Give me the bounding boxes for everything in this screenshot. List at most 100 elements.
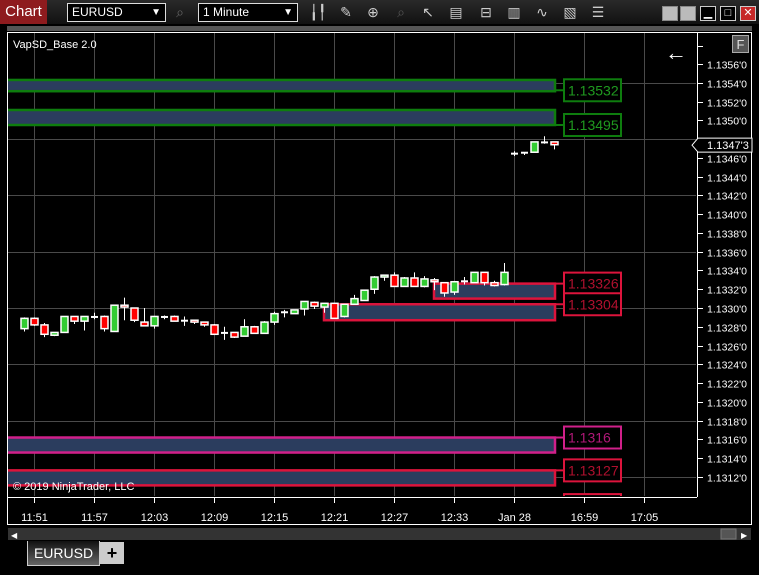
zone-label-text: 1.13532 [568,82,619,98]
candle [380,274,389,281]
candle-body [490,281,499,287]
time-tick-label: 17:05 [631,512,659,524]
candle-body [110,304,119,333]
draw-pencil-icon[interactable]: ✎ [340,4,352,20]
candle [30,317,39,326]
candle [221,326,228,340]
properties-icon[interactable]: ⊟ [480,4,492,20]
zoom-in-icon[interactable]: ⊕ [367,4,379,20]
candle [500,262,509,286]
price-tick-label: 1.1328'0 [707,323,747,335]
instrument-value: EURUSD [72,5,123,19]
candle-body [230,331,239,338]
price-tick-label: 1.1330'0 [707,304,747,316]
price-tick-label: 1.1352'0 [707,98,747,110]
bar-type-icon[interactable]: ╽╿ [309,4,327,20]
tile-icon[interactable] [662,6,678,21]
candle-body [50,331,59,336]
zone-label-text: 1.13495 [568,117,619,133]
candle [300,300,309,316]
candle-body [130,307,139,321]
zone-label: 1.1316 [563,425,622,450]
candle-body [260,321,269,335]
price-tick-label: 1.1324'0 [707,360,747,372]
candle [70,315,79,324]
templates-icon[interactable]: ▧ [563,4,577,20]
price-tick-label: 1.1356'0 [707,60,747,72]
price-tick-label: 1.1344'0 [707,173,747,185]
data-box-icon[interactable]: ▤ [449,4,463,20]
f-button[interactable]: F [732,35,749,53]
candle-body [70,315,79,322]
zone-box [8,469,557,487]
close-icon[interactable]: ✕ [740,6,756,21]
scrollbar-thumb[interactable] [720,528,737,540]
candle [161,315,168,320]
candle-body [60,315,69,334]
horizontal-scrollbar[interactable]: ◀ ▶ [8,528,751,540]
candle [150,315,159,329]
zone-label-box [563,493,622,496]
price-tick-label: 1.1354'0 [707,79,747,91]
candle-body [200,321,209,326]
time-tick-label: 12:15 [261,512,289,524]
zone-label-box [563,113,622,138]
candle [470,271,479,284]
list-icon[interactable]: ☰ [591,4,605,20]
candle [40,323,49,338]
minimize-icon[interactable]: ▁ [700,6,716,21]
tile-icon[interactable] [680,6,696,21]
candle-body [370,276,379,290]
candle [230,331,239,339]
candle [60,315,69,334]
scroll-right-icon[interactable]: ▶ [741,531,748,540]
add-tab-button[interactable]: + [100,542,124,564]
tab-eurusd[interactable]: EURUSD [27,541,100,566]
price-tick-label: 1.1314'0 [707,454,747,466]
interval-selector[interactable]: 1 Minute ▼ [198,3,298,22]
back-arrow-icon[interactable]: ← [665,40,687,65]
candle [360,289,369,302]
pointer-icon[interactable]: ↖ [422,4,434,20]
candle [100,315,109,332]
zoom-out-icon[interactable]: ⌕ [397,4,405,20]
search-icon[interactable]: ⌕ [176,4,184,20]
candle-body [140,321,149,327]
candle [490,280,499,287]
strategies-icon[interactable]: ∿ [536,4,548,20]
interval-value: 1 Minute [203,5,250,19]
zone-label-text: 1.13326 [568,276,619,292]
scroll-left-icon[interactable]: ◀ [11,531,18,540]
candle [50,331,59,337]
candle [440,281,449,297]
zone-label: 1.13495 [563,113,622,138]
candle [340,303,349,318]
time-tick-label: 11:57 [81,512,108,524]
price-tick-label: 1.1326'0 [707,342,747,354]
time-tick-label: 12:33 [441,512,469,524]
candle [190,319,199,324]
candle-body [270,312,279,323]
zone-box [8,78,557,93]
candle-body [430,279,439,283]
candle-body [80,315,89,322]
candle [330,302,339,320]
candle [260,321,269,335]
chart-panel-border [7,32,752,525]
candle [461,277,468,285]
instrument-selector[interactable]: EURUSD ▼ [67,3,166,22]
candle [390,272,399,288]
indicators-icon[interactable]: ▥ [507,4,521,20]
price-tick-label: 1.1322'0 [707,379,747,391]
zone-box [8,108,557,127]
candle-body [450,280,459,293]
time-tick-label: Jan 28 [498,512,531,524]
price-tick-label: 1.1316'0 [707,435,747,447]
price-tick-label: 1.1332'0 [707,285,747,297]
candle [410,272,419,288]
candle-body [400,277,409,288]
maximize-icon[interactable]: □ [720,6,736,21]
candle [550,141,559,150]
candle [420,276,429,288]
